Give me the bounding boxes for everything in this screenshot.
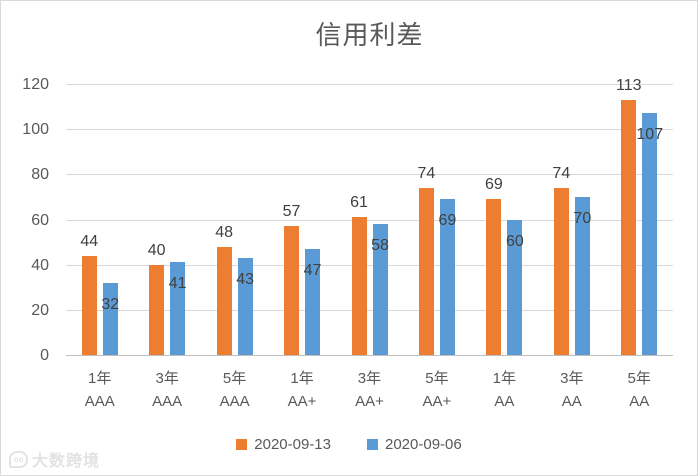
bar-series-1	[149, 264, 165, 355]
legend-label: 2020-09-13	[254, 436, 331, 453]
x-category-term: 1年	[88, 370, 112, 387]
bar-series-1	[351, 217, 367, 355]
x-category-label: 1年 AA+	[268, 367, 335, 413]
watermark-logo-icon: oo	[9, 450, 28, 468]
gridline	[66, 264, 673, 266]
x-category-term: 3年	[155, 370, 179, 387]
x-category-term: 3年	[357, 370, 382, 387]
bar-value-label: 41	[168, 275, 187, 293]
x-category-rating: AAA	[84, 393, 115, 410]
bar-series-2	[642, 113, 658, 355]
bar-series-2	[574, 196, 590, 355]
y-tick-label: 0	[40, 347, 49, 364]
x-category-term: 1年	[290, 370, 314, 387]
watermark: oo 大数跨境	[9, 447, 100, 471]
legend: 2020-09-13 2020-09-06	[1, 436, 697, 453]
x-category-rating: AAA	[152, 393, 183, 410]
bar-series-2	[102, 282, 118, 355]
legend-label: 2020-09-06	[385, 436, 462, 453]
x-category-rating: AA+	[355, 393, 384, 410]
bar-value-label: 74	[417, 164, 436, 182]
legend-swatch-icon	[236, 439, 248, 450]
bar-value-label: 69	[438, 212, 457, 230]
y-tick-label: 80	[31, 166, 49, 184]
x-category-term: 5年	[222, 370, 247, 387]
bar-value-label: 40	[147, 241, 166, 259]
y-tick-label: 60	[31, 211, 49, 229]
bar-series-1	[81, 255, 97, 355]
bar-series-2	[305, 248, 321, 355]
y-tick-label: 120	[22, 76, 49, 93]
x-category-label: 5年 AA	[606, 367, 673, 413]
x-category-label: 3年 AAA	[133, 367, 200, 413]
plot-area: 44 40 48 57 61 74 69 74 113 32 41 43 47 58 69 60 70 107	[66, 77, 673, 356]
bar-value-label: 69	[484, 176, 503, 194]
bar-series-2	[170, 262, 186, 355]
bar-value-label: 47	[303, 261, 322, 279]
watermark-text: 大数跨境	[32, 453, 101, 470]
y-tick-label: 100	[22, 121, 49, 139]
x-category-term: 3年	[560, 370, 584, 387]
x-category-label: 1年 AA	[471, 367, 538, 413]
chart-title: 信用利差	[315, 21, 424, 51]
bar-value-label: 107	[636, 126, 664, 144]
x-category-rating: AA+	[287, 393, 317, 410]
bar-series-1	[553, 187, 569, 355]
gridline	[66, 129, 673, 131]
bar-series-2	[439, 199, 455, 355]
gridline	[66, 309, 673, 311]
gridline	[66, 84, 673, 85]
bar-value-label: 32	[101, 295, 120, 313]
legend-item: 2020-09-13	[236, 436, 331, 453]
x-axis-labels: 1年 AAA 3年 AAA 5年 AAA 1年 AA+ 3年 AA+ 5年 AA+ 1年 AA 3年 AA 5年…	[66, 367, 673, 413]
bar-series-1	[486, 199, 502, 355]
x-category-rating: AA	[561, 393, 582, 410]
bar-value-label: 48	[215, 223, 233, 241]
bar-series-1	[216, 246, 232, 355]
bar-series-2	[237, 257, 253, 355]
x-axis-line	[66, 355, 673, 356]
x-category-label: 3年 AA	[538, 367, 605, 413]
legend-swatch-icon	[367, 439, 378, 450]
bar-value-label: 74	[552, 164, 571, 182]
x-category-label: 3年 AA+	[336, 367, 403, 413]
bar-value-label: 60	[505, 232, 524, 250]
bar-value-label: 61	[350, 194, 368, 212]
x-category-term: 5年	[425, 370, 449, 387]
bar-value-label: 57	[282, 203, 301, 221]
legend-item: 2020-09-06	[367, 436, 462, 453]
x-category-rating: AA	[629, 393, 650, 410]
y-tick-label: 40	[31, 256, 49, 274]
x-category-rating: AA+	[422, 393, 452, 410]
y-tick-label: 20	[31, 301, 49, 319]
x-category-label: 5年 AAA	[201, 367, 268, 413]
gridline	[66, 174, 673, 176]
bar-value-label: 44	[80, 232, 99, 250]
x-category-rating: AAA	[219, 393, 250, 410]
bar-series-2	[507, 219, 523, 355]
bar-value-label: 113	[616, 76, 642, 94]
gridline	[66, 219, 673, 221]
x-category-term: 1年	[492, 370, 517, 387]
x-category-label: 5年 AA+	[403, 367, 470, 413]
x-category-term: 5年	[627, 370, 651, 387]
x-category-rating: AA	[494, 393, 515, 410]
bar-series-2	[372, 224, 388, 355]
bar-value-label: 58	[371, 237, 389, 255]
bar-series-1	[284, 226, 300, 355]
bar-series-1	[621, 99, 637, 355]
bar-value-label: 70	[573, 209, 592, 227]
x-category-label: 1年 AAA	[66, 367, 133, 413]
bar-series-1	[418, 187, 434, 355]
bar-value-label: 43	[236, 270, 254, 288]
